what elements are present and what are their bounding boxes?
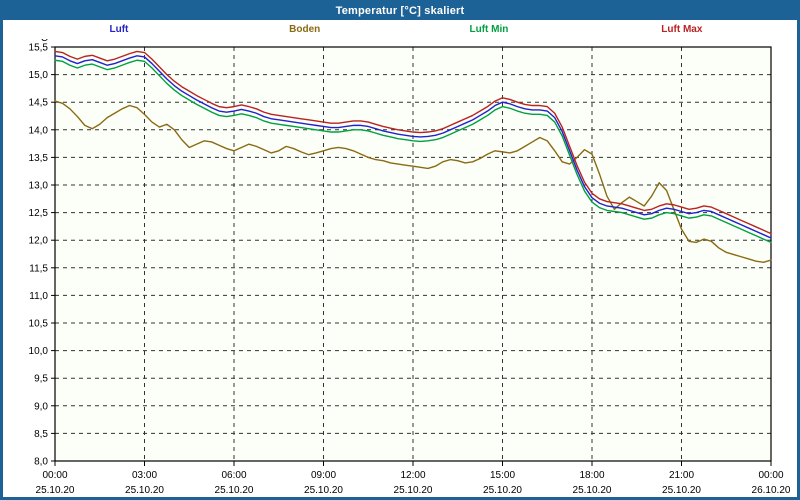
y-axis-label: 13,0 — [29, 181, 49, 192]
x-axis-date-label: 25.10.20 — [36, 485, 75, 496]
y-axis-label: 10,0 — [29, 346, 49, 357]
series-line-boden — [54, 100, 772, 263]
series-line-luft-min — [54, 59, 772, 244]
y-axis-label: 14,0 — [29, 125, 49, 136]
x-axis-time-label: 03:00 — [132, 470, 157, 481]
series-line-luft-max — [54, 50, 772, 235]
x-axis-time-label: 06:00 — [221, 470, 246, 481]
legend-item-boden: Boden — [289, 24, 321, 35]
y-axis-label: 15,5 — [29, 43, 49, 54]
legend-item-luft-max: Luft Max — [661, 24, 703, 35]
x-axis-date-label: 25.10.20 — [394, 485, 433, 496]
x-axis-date-label: 25.10.20 — [483, 485, 522, 496]
temperature-line-chart: 15,5 15,0 14,5 14,0 13,5 13,0 12,5 12,0 11,5 11,0… — [29, 39, 791, 496]
x-axis-time-label: 21:00 — [669, 470, 694, 481]
x-axis-date-label: 25.10.20 — [215, 485, 254, 496]
y-axis-label: 12,0 — [29, 236, 49, 247]
x-axis-time-label: 09:00 — [311, 470, 336, 481]
y-axis-label: 11,0 — [29, 291, 48, 302]
chart-plot-area: 15,5 15,0 14,5 14,0 13,5 13,0 12,5 12,0 11,5 11,0… — [3, 39, 797, 497]
x-axis-date-label: 25.10.20 — [662, 485, 701, 496]
x-axis-time-label: 15:00 — [490, 470, 515, 481]
y-axis-label: 9,0 — [34, 401, 48, 412]
y-axis-label: 11,5 — [29, 263, 48, 274]
y-axis-label: 10,5 — [29, 319, 49, 330]
legend-item-luft: Luft — [109, 24, 129, 35]
legend-item-luft-min: Luft Min — [469, 24, 509, 35]
x-axis-time-label: 18:00 — [579, 470, 604, 481]
x-axis-date-label: 25.10.20 — [304, 485, 343, 496]
x-axis-time-label: 12:00 — [400, 470, 425, 481]
window-title: Temperatur [°C] skaliert — [3, 3, 797, 20]
series-line-luft — [54, 55, 772, 239]
y-axis-label: 13,5 — [29, 153, 49, 164]
y-axis-label: 9,5 — [34, 374, 48, 385]
y-axis-label: 8,5 — [34, 429, 48, 440]
x-axis-date-label: 25.10.20 — [125, 485, 164, 496]
x-axis-date-label: 25.10.20 — [573, 485, 612, 496]
x-axis-date-label: 26.10.20 — [752, 485, 791, 496]
x-axis-time-label: 00:00 — [758, 470, 783, 481]
plot-background — [55, 47, 771, 461]
y-axis-label: 15,0 — [29, 70, 49, 81]
x-axis-time-label: 00:00 — [42, 470, 67, 481]
y-axis-label: 8,0 — [34, 457, 48, 468]
y-axis-label: 12,5 — [29, 208, 49, 219]
y-axis-label: 14,5 — [29, 98, 49, 109]
chart-legend: Luft Boden Luft Min Luft Max — [3, 23, 797, 39]
y-axis-unit-label: °C — [37, 39, 48, 44]
